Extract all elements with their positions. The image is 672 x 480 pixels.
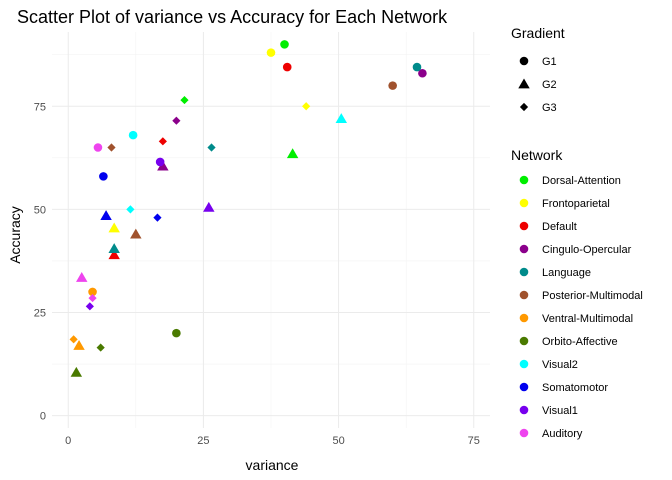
x-tick-label: 75 xyxy=(468,435,480,447)
data-point xyxy=(280,40,289,49)
data-point xyxy=(130,228,142,239)
data-point xyxy=(155,157,165,167)
color-legend-key xyxy=(519,244,529,254)
color-legend-key xyxy=(519,198,529,208)
color-legend-key xyxy=(519,313,529,323)
color-legend-key xyxy=(519,405,529,415)
color-legend-key xyxy=(519,336,529,346)
color-legend-items: Dorsal-Attention Frontoparietal Default Cin… xyxy=(519,175,643,440)
color-legend-label: Cingulo-Opercular xyxy=(542,244,632,256)
data-point xyxy=(388,81,397,90)
x-tick-label: 0 xyxy=(65,435,71,447)
y-tick-label: 75 xyxy=(34,101,46,113)
data-point xyxy=(88,293,97,303)
color-legend-label: Ventral-Multimodal xyxy=(542,313,633,325)
data-point xyxy=(108,243,120,253)
data-point xyxy=(70,366,83,377)
color-legend-label: Dorsal-Attention xyxy=(542,175,621,187)
data-point xyxy=(412,62,422,72)
y-tick-label: 50 xyxy=(34,204,46,216)
color-legend-label: Visual1 xyxy=(542,405,578,417)
data-point xyxy=(282,62,292,72)
x-axis-title: variance xyxy=(246,457,299,473)
data-point xyxy=(302,102,311,111)
data-point xyxy=(203,201,215,212)
data-point xyxy=(266,48,276,57)
y-tick-label: 0 xyxy=(40,411,46,423)
data-point xyxy=(126,205,135,214)
shape-legend-label: G2 xyxy=(542,79,557,91)
color-legend-key xyxy=(519,428,529,438)
data-point xyxy=(100,210,112,220)
data-point xyxy=(128,130,138,140)
color-legend-label: Visual2 xyxy=(542,359,578,371)
shape-legend-key xyxy=(518,78,530,89)
shape-legend-items: G1 G2 G3 xyxy=(518,56,557,114)
color-legend-label: Orbito-Affective xyxy=(542,336,618,348)
data-point xyxy=(107,143,116,152)
data-point xyxy=(99,172,108,181)
data-point xyxy=(88,287,97,297)
color-legend-key xyxy=(519,221,529,231)
data-point xyxy=(73,340,85,350)
data-point xyxy=(108,222,120,233)
data-point xyxy=(69,335,78,344)
data-point xyxy=(172,116,181,125)
color-legend-label: Language xyxy=(542,267,591,279)
shape-legend-key xyxy=(519,102,529,112)
color-legend-key xyxy=(519,359,529,369)
data-point xyxy=(76,271,88,282)
axis-ticks: 0 25 50 75 0 25 50 75 xyxy=(34,101,480,447)
color-legend-key xyxy=(519,175,529,185)
color-legend-label: Frontoparietal xyxy=(542,198,610,210)
color-legend-label: Default xyxy=(542,221,577,233)
legend: Gradient Network G1 G2 G3 Dorsal-Attention… xyxy=(511,25,643,440)
data-point xyxy=(207,143,216,152)
data-point xyxy=(108,249,120,260)
shape-legend-label: G3 xyxy=(542,102,557,114)
data-point xyxy=(96,343,105,352)
color-legend-label: Auditory xyxy=(542,428,583,440)
data-point xyxy=(180,95,189,105)
color-legend-key xyxy=(519,290,529,300)
chart-title: Scatter Plot of variance vs Accuracy for… xyxy=(17,7,448,27)
color-legend-label: Posterior-Multimodal xyxy=(542,290,643,302)
color-legend-key xyxy=(519,267,529,277)
data-point xyxy=(85,302,94,311)
data-point xyxy=(335,113,348,124)
shape-legend-label: G1 xyxy=(542,56,557,68)
data-point xyxy=(172,328,181,338)
y-tick-label: 25 xyxy=(34,308,46,320)
data-point xyxy=(418,68,427,78)
data-point xyxy=(93,143,103,152)
data-points xyxy=(69,40,427,377)
x-tick-label: 25 xyxy=(197,435,209,447)
color-legend-key xyxy=(519,382,529,392)
color-legend-label: Somatomotor xyxy=(542,382,608,394)
shape-legend-key xyxy=(519,56,529,66)
data-point xyxy=(157,160,169,171)
x-tick-label: 50 xyxy=(332,435,344,447)
data-point xyxy=(158,137,167,146)
data-point xyxy=(286,148,299,159)
plot-grid xyxy=(52,32,490,428)
y-axis-title: Accuracy xyxy=(7,206,23,264)
color-legend-title: Network xyxy=(511,147,563,163)
shape-legend-title: Gradient xyxy=(511,25,565,41)
data-point xyxy=(153,213,162,222)
